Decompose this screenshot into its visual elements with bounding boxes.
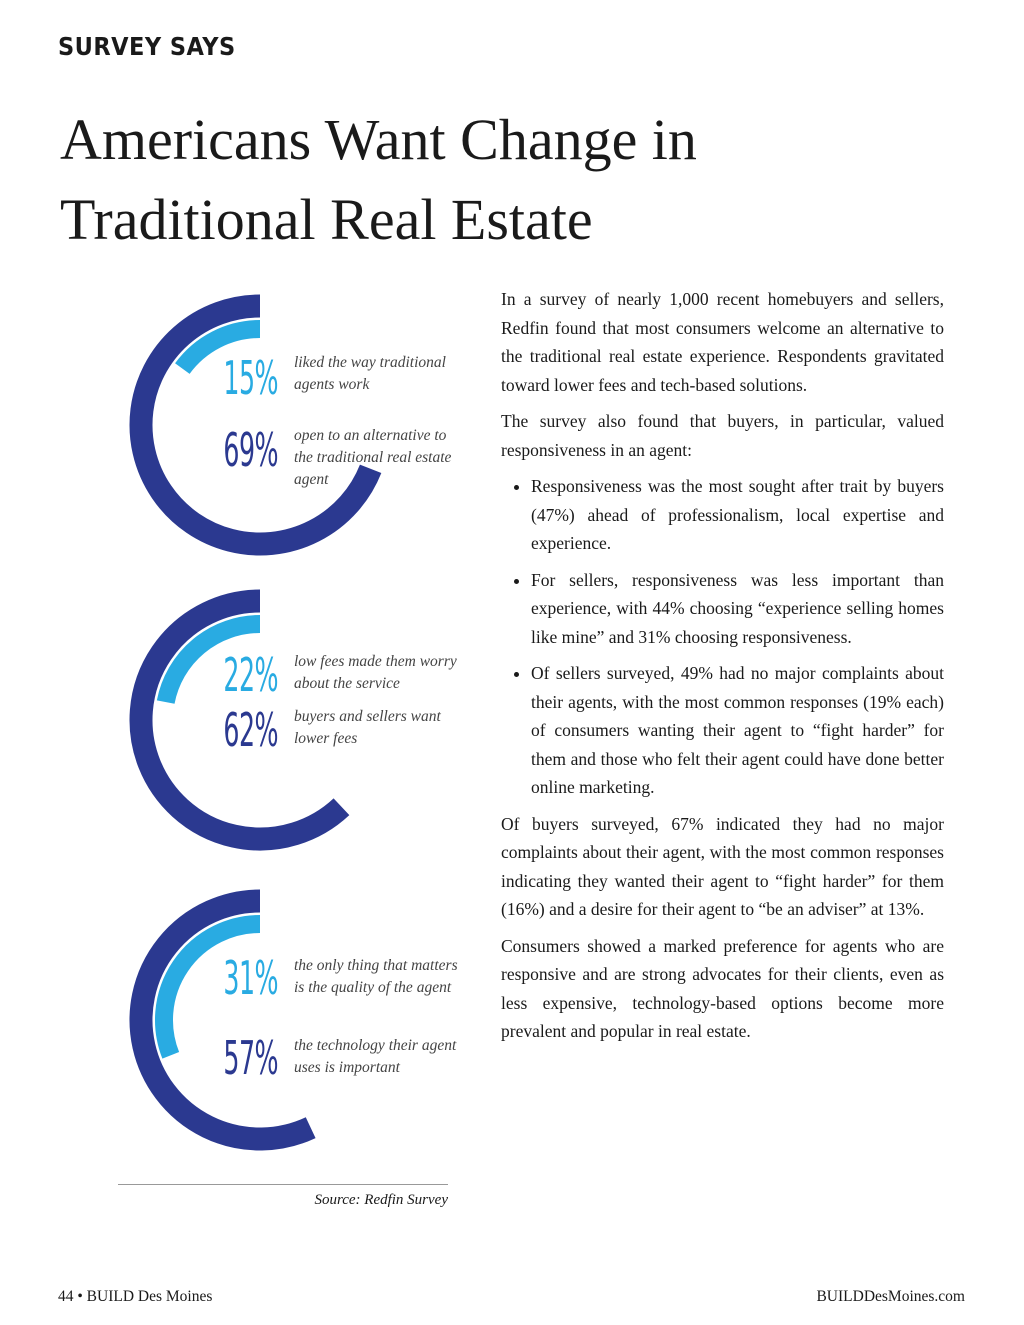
source: Source: Redfin Survey — [314, 1192, 448, 1208]
stat-text: open to an alternative to the traditiona… — [294, 427, 452, 488]
section-label: SURVEY SAYS — [58, 32, 236, 61]
stat-value: 15% — [223, 351, 278, 405]
ring-arc — [175, 320, 261, 375]
ring-arc — [129, 589, 350, 851]
paragraph: Of buyers surveyed, 67% indicated they h… — [501, 813, 944, 920]
stat-value: 57% — [223, 1031, 278, 1085]
footer-left: 44 • BUILD Des Moines — [58, 1288, 213, 1305]
paragraph: In a survey of nearly 1,000 recent homeb… — [501, 289, 944, 395]
stat-value: 62% — [223, 703, 278, 757]
divider — [118, 1184, 448, 1185]
stat-text: the technology their agent uses is impor… — [294, 1037, 457, 1076]
stat-text: low fees made them worry about the servi… — [294, 653, 457, 692]
stat-value: 31% — [223, 951, 278, 1005]
ring-arc — [155, 915, 261, 1059]
paragraph: The survey also found that buyers, in pa… — [501, 411, 944, 460]
bullet-list: Responsiveness was the most sought after… — [501, 472, 944, 802]
ring-arc — [129, 889, 316, 1151]
title: Americans Want Change in — [60, 107, 697, 172]
title: Traditional Real Estate — [60, 187, 593, 252]
article: In a survey of nearly 1,000 recent homeb… — [501, 285, 944, 1054]
bullet: Responsiveness was the most sought after… — [531, 472, 944, 558]
ring-arc — [129, 294, 382, 556]
ring-arc — [156, 615, 261, 704]
stat-text: buyers and sellers want lower fees — [294, 708, 441, 747]
stat-value: 22% — [223, 648, 278, 702]
paragraph: Consumers showed a marked preference for… — [501, 935, 944, 1042]
stat-text: the only thing that matters is the quali… — [294, 957, 458, 996]
bullet: For sellers, responsiveness was less imp… — [531, 566, 944, 652]
bullet: Of sellers surveyed, 49% had no major co… — [531, 659, 944, 802]
footer-right: BUILDDesMoines.com — [816, 1288, 965, 1305]
stat-text: liked the way traditional agents work — [294, 354, 446, 393]
stat-value: 69% — [223, 423, 278, 477]
